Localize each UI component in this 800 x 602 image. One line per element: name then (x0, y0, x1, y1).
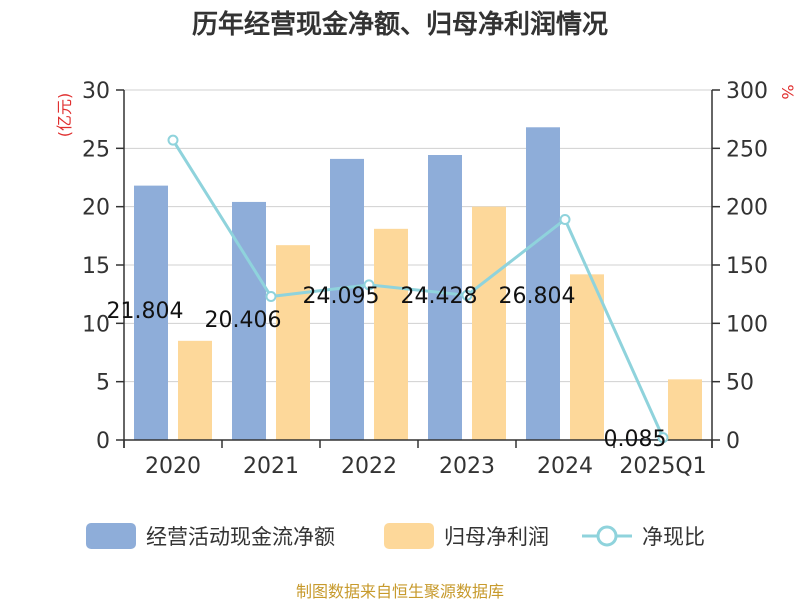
legend-item-ratio[interactable]: 净现比 (582, 518, 705, 554)
left-axis-unit: (亿元) (55, 93, 74, 138)
right-tick-label: 0 (726, 429, 740, 454)
point-ratio (265, 291, 277, 302)
point-ratio (559, 214, 571, 225)
right-axis-unit: % (778, 84, 797, 99)
x-tick-label: 2021 (243, 454, 299, 479)
legend-swatch-net-profit (384, 523, 434, 549)
left-tick-label: 30 (82, 79, 110, 104)
bar-net-profit (570, 274, 604, 440)
legend-item-net-profit[interactable]: 归母净利润 (384, 518, 549, 554)
left-tick-label: 15 (82, 254, 110, 279)
bar-net-profit (178, 340, 212, 440)
data-label-cash-flow: 20.406 (205, 308, 282, 333)
x-tick-label: 2023 (439, 454, 495, 479)
point-ratio (657, 432, 669, 444)
chart-title: 历年经营现金净额、归母净利润情况 (191, 10, 608, 40)
x-tick-label: 2020 (145, 454, 201, 479)
source-note: 制图数据来自恒生聚源数据库 (295, 582, 504, 601)
right-tick-label: 300 (726, 79, 768, 104)
x-tick-label: 2025Q1 (619, 454, 706, 479)
right-tick-label: 100 (726, 312, 768, 337)
left-tick-label: 5 (96, 371, 110, 396)
bar-net-profit (374, 228, 408, 440)
data-label-cash-flow: 24.095 (303, 284, 380, 309)
x-tick-label: 2022 (341, 454, 397, 479)
point-ratio (363, 279, 375, 291)
left-tick-label: 20 (82, 196, 110, 221)
right-tick-label: 50 (726, 371, 754, 396)
data-label-cash-flow: 21.804 (107, 299, 184, 324)
right-tick-label: 150 (726, 254, 768, 279)
data-label-cash-flow: 26.804 (499, 284, 576, 309)
point-ratio (461, 289, 473, 301)
legend-label-ratio: 净现比 (642, 525, 705, 549)
line-ratio (171, 139, 665, 439)
right-tick-label: 250 (726, 137, 768, 162)
legend-item-cash-flow[interactable]: 经营活动现金流净额 (86, 518, 335, 554)
x-tick-label: 2024 (537, 454, 593, 479)
bar-net-profit (668, 379, 702, 440)
right-tick-label: 200 (726, 196, 768, 221)
bar-cash-flow (526, 127, 560, 440)
left-tick-label: 0 (96, 429, 110, 454)
bar-cash-flow (428, 155, 462, 441)
bar-cash-flow (330, 158, 364, 440)
point-ratio (167, 134, 179, 146)
data-label-cash-flow: 0.085 (604, 427, 667, 452)
bar-cash-flow (134, 185, 168, 440)
legend-swatch-cash-flow (86, 523, 136, 549)
left-tick-label: 25 (82, 137, 110, 162)
bar-net-profit (276, 245, 310, 440)
chart-legend: 经营活动现金流净额 归母净利润 净现比 (0, 518, 800, 554)
left-tick-label: 10 (82, 312, 110, 337)
data-label-cash-flow: 24.428 (401, 284, 478, 309)
bar-net-profit (472, 206, 506, 440)
legend-label-net-profit: 归母净利润 (444, 525, 549, 549)
legend-line-ratio-icon (582, 525, 632, 547)
legend-label-cash-flow: 经营活动现金流净额 (146, 525, 335, 549)
